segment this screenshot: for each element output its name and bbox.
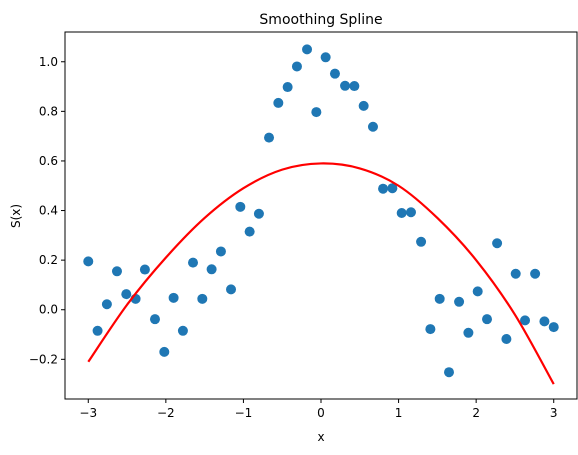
scatter-point (472, 286, 483, 297)
scatter-point (454, 296, 465, 307)
scatter-point (548, 322, 559, 333)
scatter-point (168, 292, 179, 303)
scatter-point (539, 316, 550, 327)
scatter-point (434, 293, 445, 304)
y-tick-label: 0.0 (39, 303, 58, 317)
scatter-point (215, 246, 226, 257)
scatter-point (235, 201, 246, 212)
x-axis: −3 −2 −1 0 1 2 3 (79, 399, 558, 420)
scatter-point (425, 324, 436, 335)
y-tick-label: 0.2 (39, 253, 58, 267)
scatter-point (378, 183, 389, 194)
scatter-point (121, 289, 132, 300)
scatter-point (92, 325, 103, 336)
scatter-point (197, 293, 208, 304)
scatter-point (492, 238, 503, 249)
x-tick-label: −2 (157, 406, 175, 420)
scatter-point (101, 299, 112, 310)
x-tick-label: 3 (550, 406, 558, 420)
scatter-point (520, 315, 531, 326)
scatter-point (264, 132, 275, 143)
scatter-point (349, 81, 360, 92)
x-tick-label: 0 (317, 406, 325, 420)
scatter-point (177, 325, 188, 336)
scatter-point (226, 284, 237, 295)
scatter-point (206, 264, 217, 275)
x-tick-label: 1 (395, 406, 403, 420)
x-tick-label: 2 (472, 406, 480, 420)
y-tick-label: 0.8 (39, 104, 58, 118)
scatter-point (340, 80, 351, 91)
scatter-point (416, 236, 427, 247)
y-tick-label: −0.2 (29, 352, 58, 366)
x-axis-label: x (317, 430, 324, 444)
plot-area (83, 44, 559, 385)
chart-title: Smoothing Spline (259, 12, 382, 28)
scatter-point (139, 264, 150, 275)
scatter-point (387, 183, 398, 194)
y-tick-label: 0.6 (39, 154, 58, 168)
scatter-point (291, 61, 302, 72)
scatter-point (396, 208, 407, 219)
plot-frame (64, 31, 578, 400)
scatter-point (367, 121, 378, 132)
scatter-point (358, 100, 369, 111)
scatter-point (273, 97, 284, 108)
scatter-point (149, 314, 160, 325)
scatter-point (83, 256, 94, 267)
x-tick-label: −1 (235, 406, 253, 420)
scatter-point (501, 333, 512, 344)
scatter-point (188, 257, 198, 268)
scatter-point (444, 367, 454, 378)
y-axis-label: S(x) (9, 204, 23, 228)
scatter-point (482, 314, 493, 325)
y-axis: −0.2 0.0 0.2 0.4 0.6 0.8 1.0 (29, 55, 65, 366)
scatter-point (329, 68, 340, 79)
scatter-point (510, 268, 521, 279)
scatter-point (405, 207, 416, 218)
x-tick-label: −3 (79, 406, 97, 420)
scatter-point (302, 44, 313, 55)
y-tick-label: 0.4 (39, 204, 58, 218)
scatter-point (311, 107, 322, 118)
scatter-point (244, 226, 255, 237)
scatter-point (282, 82, 293, 93)
scatter-point (253, 208, 264, 219)
scatter-point (159, 346, 170, 357)
scatter-point (530, 268, 541, 279)
scatter-point (111, 266, 122, 277)
spline-line (87, 162, 555, 385)
scatter-point (320, 52, 331, 63)
y-tick-label: 1.0 (39, 55, 58, 69)
scatter-point (463, 327, 474, 338)
